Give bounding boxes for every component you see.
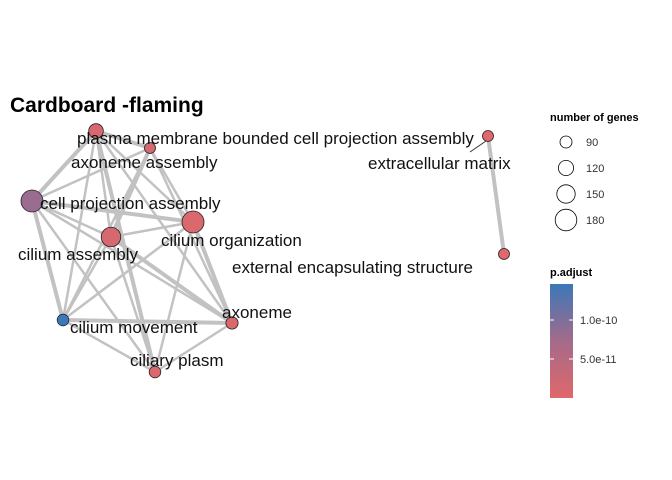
network-edge	[153, 220, 195, 374]
network-edge	[30, 129, 98, 203]
network-edge	[30, 199, 157, 374]
network-edge	[30, 146, 152, 203]
network-node	[482, 130, 494, 142]
network-node	[181, 210, 205, 234]
network-edge	[153, 321, 234, 374]
network-edge	[61, 235, 113, 322]
label-layer: plasma membrane bounded cell projection …	[18, 129, 511, 370]
size-legend-label: 180	[586, 215, 604, 227]
node-label: cilium movement	[70, 318, 198, 337]
network-node	[148, 365, 162, 379]
network-edge	[486, 134, 506, 256]
size-legend-label: 150	[586, 189, 604, 201]
network-node	[56, 313, 70, 327]
chart-title: Cardboard -flaming	[10, 94, 204, 117]
color-legend-title: p.adjust	[550, 267, 593, 279]
size-legend: 90 120 150 180	[554, 135, 604, 232]
network-edge	[30, 199, 234, 325]
edge-layer	[30, 129, 506, 374]
size-legend-circle	[554, 208, 578, 232]
size-legend-circle	[556, 184, 576, 204]
network-node	[498, 248, 510, 260]
size-legend-circle	[559, 135, 573, 149]
node-label: external encapsulating structure	[232, 258, 473, 277]
color-legend-tick-label: 1.0e-10	[580, 315, 617, 327]
network-edge	[30, 199, 113, 239]
node-label: axoneme assembly	[71, 153, 218, 172]
network-edge	[30, 199, 65, 322]
node-label: cell projection assembly	[40, 194, 221, 213]
node-label: extracellular matrix	[368, 154, 511, 173]
network-edge	[148, 146, 195, 224]
node-label: axoneme	[222, 303, 292, 322]
node-label: cilium assembly	[18, 245, 138, 264]
legend: number of genes 90 120 150 180 p.adjust 1.0…	[550, 112, 639, 398]
label-leader-line	[469, 140, 487, 153]
network-edge	[30, 199, 195, 224]
network-edge	[109, 220, 195, 239]
network-edge	[61, 220, 195, 322]
network-edge	[61, 318, 234, 325]
color-legend-ticks: 1.0e-10 5.0e-11	[550, 315, 617, 366]
size-legend-label: 90	[586, 137, 598, 149]
network-edge	[94, 129, 152, 150]
network-edge	[109, 235, 157, 374]
network-node	[225, 316, 239, 330]
size-legend-circle	[558, 159, 575, 176]
color-bar	[550, 284, 573, 398]
network-edge	[109, 235, 234, 325]
network-node	[20, 189, 44, 213]
size-legend-title: number of genes	[550, 112, 639, 124]
network-edge	[148, 146, 234, 325]
network-edge	[61, 129, 98, 322]
network-edge	[61, 318, 157, 374]
network-edge	[94, 129, 157, 374]
network-node	[100, 226, 122, 248]
network-edge	[191, 220, 234, 325]
network-node	[88, 123, 104, 139]
node-layer	[20, 123, 510, 379]
node-label: plasma membrane bounded cell projection …	[77, 129, 474, 148]
network-node	[144, 142, 156, 154]
color-legend-tick-label: 5.0e-11	[580, 354, 617, 366]
node-label: cilium organization	[161, 231, 302, 250]
node-label: ciliary plasm	[130, 351, 224, 370]
size-legend-label: 120	[586, 163, 604, 175]
